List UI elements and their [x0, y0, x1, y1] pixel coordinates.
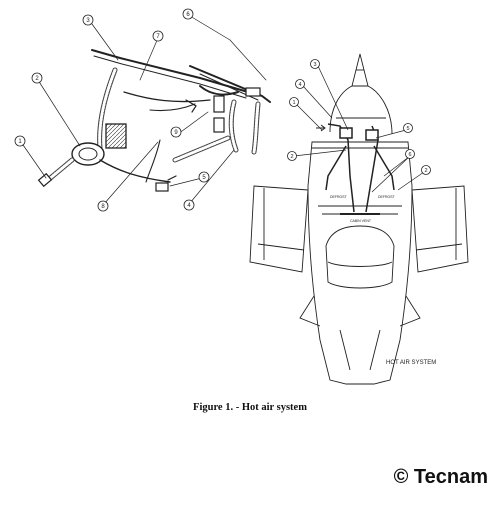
cabin-vent-label: CABIN VENT — [350, 219, 372, 223]
small-fitting — [155, 182, 169, 192]
lower-hose — [99, 159, 171, 183]
callout-circle — [97, 200, 109, 212]
callout-number: 4 — [298, 82, 301, 88]
callout-circle — [403, 123, 413, 133]
control-cable — [145, 139, 161, 183]
canopy — [325, 225, 395, 289]
callout-circle — [14, 135, 26, 147]
callout-circle — [31, 72, 43, 84]
callout-circle — [289, 97, 299, 107]
callout-number: 2 — [424, 168, 427, 174]
callout-number: 8 — [101, 204, 105, 210]
callout-circle — [421, 165, 431, 175]
right-duct — [199, 85, 239, 96]
aircraft-plan-view — [249, 53, 469, 385]
right-callouts: 3 4 1 5 2 6 2 — [287, 59, 431, 175]
callout-number: 5 — [406, 126, 409, 132]
bracket — [189, 65, 271, 103]
callout-circle — [182, 8, 194, 20]
callout-circle — [310, 59, 320, 69]
callout-circle — [152, 30, 164, 42]
callout-circle — [287, 151, 297, 161]
system-title-label: HOT AIR SYSTEM — [386, 360, 436, 366]
callout-number: 7 — [156, 34, 160, 40]
callout-number: 9 — [174, 130, 178, 136]
callout-circle — [183, 199, 195, 211]
callout-circle — [198, 171, 210, 183]
heat-exchanger — [71, 142, 105, 166]
left-callouts: 3 6 7 2 1 9 8 5 4 — [14, 8, 210, 212]
callout-circle — [82, 14, 94, 26]
callout-number: 5 — [202, 175, 206, 181]
callout-number: 2 — [290, 154, 293, 160]
rear-fuselage — [299, 295, 321, 327]
callout-number: 1 — [292, 100, 295, 106]
right-wing — [411, 185, 469, 273]
callout-circle — [170, 126, 182, 138]
copyright-notice: © Tecnam — [393, 466, 488, 488]
callout-number: 1 — [18, 139, 22, 145]
callout-number: 3 — [86, 18, 90, 24]
callout-number: 6 — [408, 152, 411, 158]
exploded-component-view — [20, 15, 271, 205]
duct-routing — [325, 123, 395, 215]
callout-number: 2 — [35, 76, 39, 82]
heater-valve-box — [105, 123, 127, 149]
callout-number: 3 — [313, 62, 316, 68]
left-duct-label: DEFROST — [330, 195, 348, 199]
hose-mid — [123, 91, 211, 103]
callout-circle — [295, 79, 305, 89]
callout-number: 6 — [186, 12, 190, 18]
fuselage — [307, 141, 413, 385]
callout-circle — [405, 149, 415, 159]
callout-number: 4 — [187, 203, 191, 209]
left-wing — [249, 185, 309, 273]
figure-caption: Figure 1. - Hot air system — [193, 402, 307, 413]
right-duct-label: DEFROST — [378, 195, 396, 199]
cowling — [329, 85, 393, 135]
inlet-arrow — [316, 124, 326, 132]
